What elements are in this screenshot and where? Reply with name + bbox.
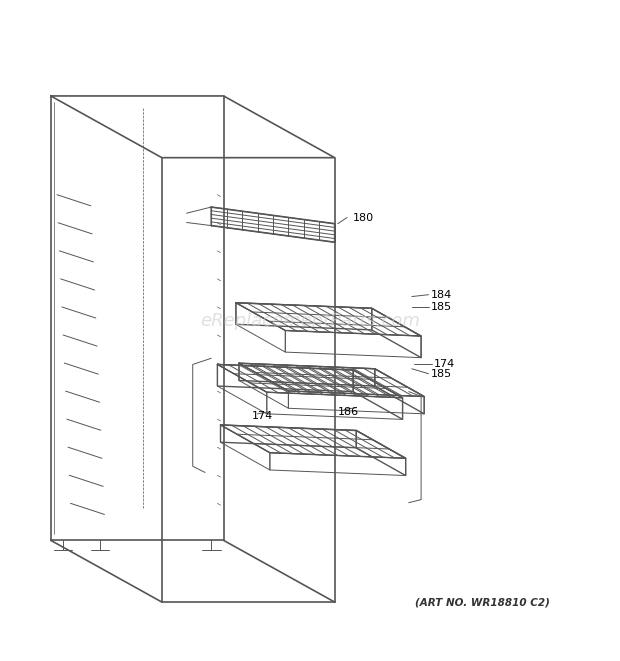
- Text: 180: 180: [353, 213, 374, 223]
- Text: 185: 185: [430, 302, 451, 312]
- Text: 174: 174: [433, 360, 454, 369]
- Text: 174: 174: [251, 410, 273, 420]
- Text: 186: 186: [338, 407, 359, 417]
- Text: (ART NO. WR18810 C2): (ART NO. WR18810 C2): [415, 597, 551, 607]
- Text: eReplacementParts.com: eReplacementParts.com: [200, 312, 420, 330]
- Text: 185: 185: [430, 369, 451, 379]
- Text: 184: 184: [430, 290, 451, 299]
